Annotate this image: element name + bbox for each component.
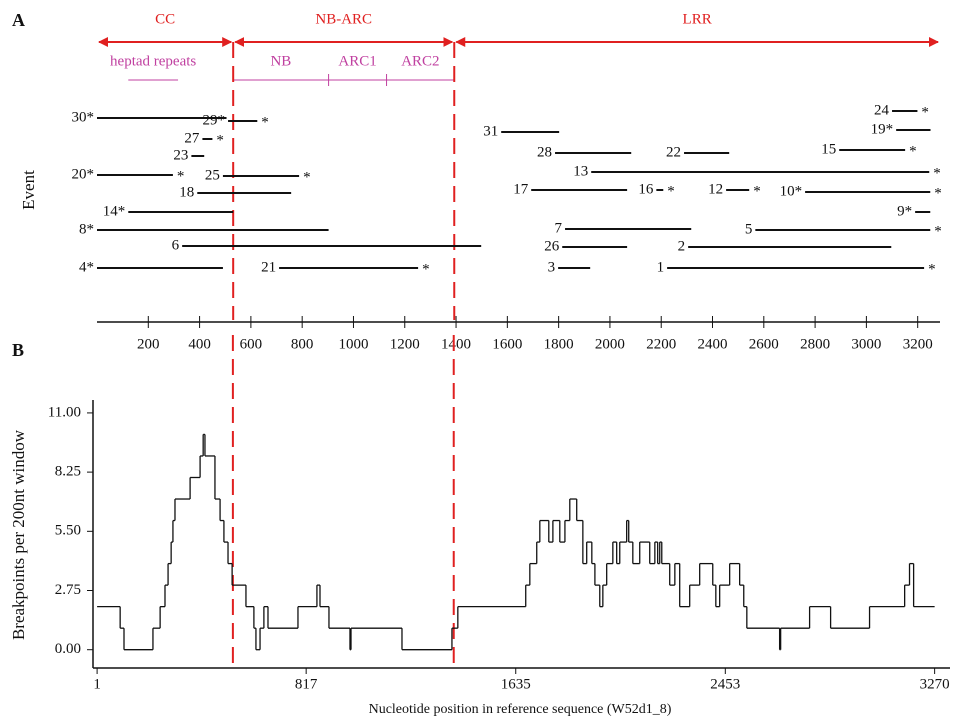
event-label: 17 <box>513 181 529 197</box>
x-tick-label: 800 <box>291 336 314 352</box>
x-tick-label: 3270 <box>920 676 950 692</box>
event-label: 29* <box>203 112 226 128</box>
event-mark: * <box>909 143 917 159</box>
subregion-label: NB <box>270 53 291 69</box>
y-axis-label: Event <box>19 170 38 210</box>
subregion-label: ARC2 <box>401 53 439 69</box>
event-label: 31 <box>483 123 498 139</box>
event-mark: * <box>933 165 941 181</box>
event-label: 23 <box>173 147 188 163</box>
event-label: 21 <box>261 259 276 275</box>
y-tick-label: 0.00 <box>55 641 81 657</box>
event-label: 1 <box>657 259 665 275</box>
event-label: 7 <box>555 220 563 236</box>
event-mark: * <box>422 261 430 277</box>
event-label: 2 <box>678 238 686 254</box>
event-label: 16 <box>638 181 654 197</box>
event-label: 9* <box>897 203 912 219</box>
event-mark: * <box>928 261 936 277</box>
x-tick-label: 2800 <box>800 336 830 352</box>
x-tick-label: 1000 <box>338 336 368 352</box>
event-label: 3 <box>548 259 556 275</box>
region-label: LRR <box>683 11 712 27</box>
event-label: 27 <box>184 130 200 146</box>
region-label: NB-ARC <box>315 11 372 27</box>
panel-label: B <box>12 340 24 360</box>
event-label: 24 <box>874 102 890 118</box>
x-tick-label: 1600 <box>492 336 522 352</box>
event-label: 15 <box>821 141 836 157</box>
x-axis-label: Nucleotide position in reference sequenc… <box>369 702 672 717</box>
x-tick-label: 1635 <box>501 676 531 692</box>
event-label: 8* <box>79 221 94 237</box>
event-mark: * <box>921 104 929 120</box>
event-label: 14* <box>103 203 126 219</box>
x-tick-label: 817 <box>295 676 318 692</box>
x-tick-label: 1 <box>93 676 101 692</box>
x-tick-label: 2200 <box>646 336 676 352</box>
y-tick-label: 5.50 <box>55 523 81 539</box>
event-label: 4* <box>79 259 94 275</box>
event-mark: * <box>216 132 224 148</box>
event-mark: * <box>177 168 185 184</box>
subregion-label: heptad repeats <box>110 53 196 69</box>
event-mark: * <box>753 183 761 199</box>
x-tick-label: 3200 <box>903 336 933 352</box>
event-label: 13 <box>573 163 588 179</box>
subregion-label: ARC1 <box>338 53 376 69</box>
y-tick-label: 8.25 <box>55 464 81 480</box>
event-mark: * <box>934 223 942 239</box>
event-label: 28 <box>537 144 552 160</box>
event-label: 19* <box>871 121 894 137</box>
panel-label: A <box>12 10 25 30</box>
event-label: 25 <box>205 167 220 183</box>
region-label: CC <box>155 11 175 27</box>
event-label: 10* <box>780 183 803 199</box>
x-tick-label: 3000 <box>851 336 881 352</box>
event-mark: * <box>261 114 269 130</box>
event-label: 18 <box>179 184 194 200</box>
event-mark: * <box>667 183 675 199</box>
x-tick-label: 200 <box>137 336 160 352</box>
x-tick-label: 1800 <box>544 336 574 352</box>
event-mark: * <box>934 185 942 201</box>
y-tick-label: 11.00 <box>48 404 81 420</box>
event-label: 12 <box>708 181 723 197</box>
x-tick-label: 1200 <box>390 336 420 352</box>
event-label: 20* <box>72 166 95 182</box>
x-tick-label: 2453 <box>710 676 740 692</box>
event-label: 5 <box>745 221 753 237</box>
x-tick-label: 400 <box>188 336 211 352</box>
event-label: 6 <box>172 237 180 253</box>
event-label: 30* <box>72 109 95 125</box>
x-tick-label: 2000 <box>595 336 625 352</box>
event-label: 26 <box>544 238 560 254</box>
event-mark: * <box>303 169 311 185</box>
x-tick-label: 2600 <box>749 336 779 352</box>
x-tick-label: 1400 <box>441 336 471 352</box>
event-label: 22 <box>666 144 681 160</box>
x-tick-label: 600 <box>240 336 263 352</box>
y-tick-label: 2.75 <box>55 582 81 598</box>
y-axis-label: Breakpoints per 200nt window <box>9 429 28 640</box>
x-tick-label: 2400 <box>698 336 728 352</box>
